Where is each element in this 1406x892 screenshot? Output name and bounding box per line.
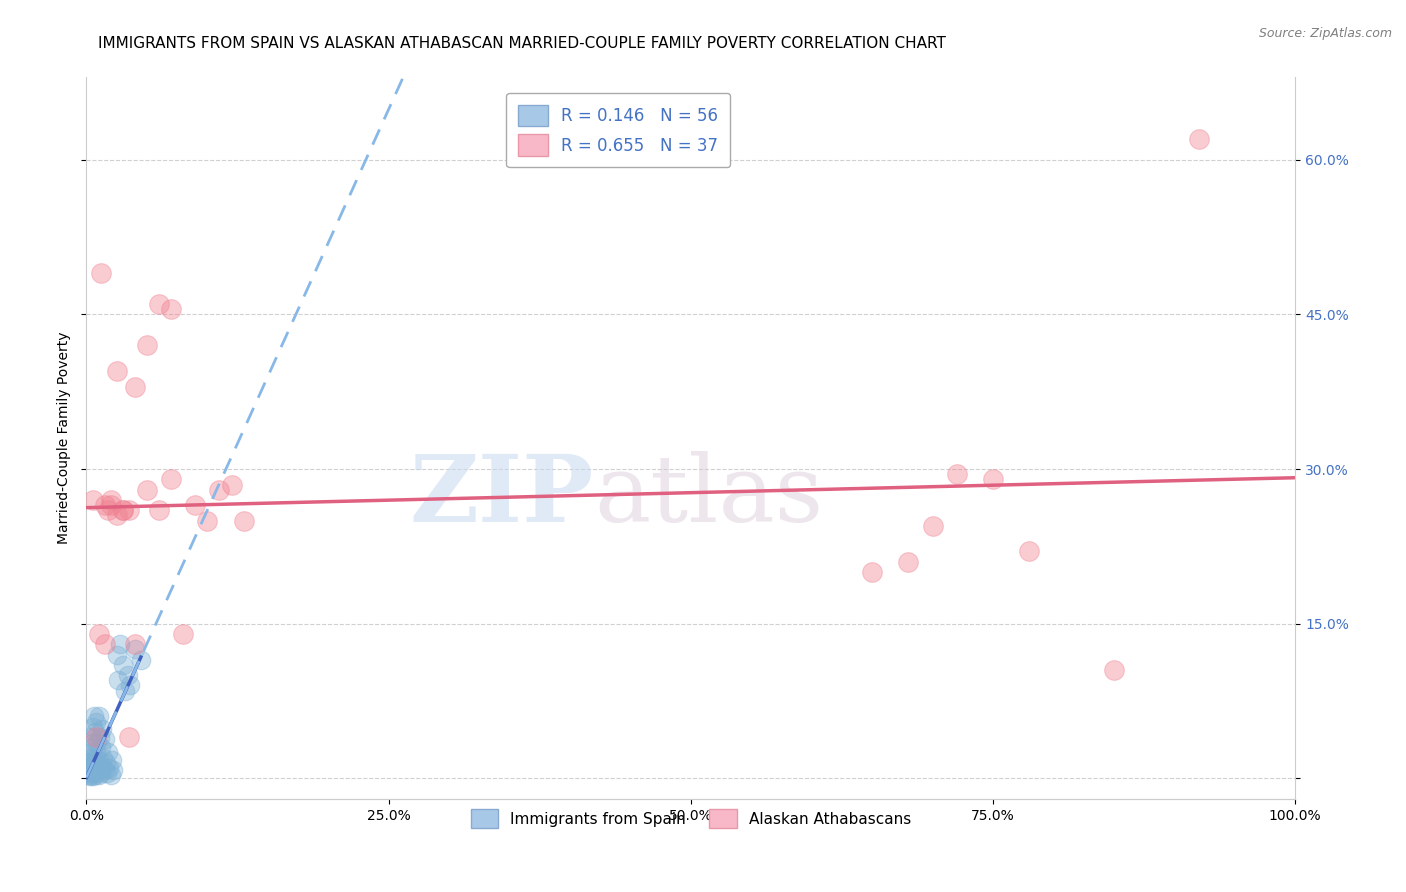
Point [91, 761, 114, 775]
Point [93, 732, 115, 747]
Point [97, 503, 120, 517]
Point [160, 302, 183, 317]
Point [93, 763, 115, 777]
Point [83, 709, 105, 723]
Point [82, 493, 104, 508]
Point [160, 472, 183, 486]
Point [117, 668, 139, 682]
Point [107, 673, 129, 688]
Point [118, 678, 141, 692]
Point [94, 756, 117, 770]
Point [172, 627, 194, 641]
Point [135, 483, 157, 497]
Point [111, 657, 134, 672]
Point [79, 769, 101, 783]
Point [89, 759, 111, 773]
Point [84, 750, 107, 764]
Point [98, 761, 121, 775]
Text: atlas: atlas [595, 450, 824, 541]
Point [97, 746, 120, 760]
Point [87, 709, 110, 723]
Point [83, 766, 105, 780]
Point [148, 297, 170, 311]
Point [80, 730, 103, 744]
Point [77, 766, 100, 780]
Point [105, 508, 128, 523]
Text: Source: ZipAtlas.com: Source: ZipAtlas.com [1258, 27, 1392, 40]
Point [1018, 544, 1040, 558]
Point [124, 379, 146, 393]
Y-axis label: Married-Couple Family Poverty: Married-Couple Family Poverty [58, 332, 72, 544]
Point [82, 763, 104, 777]
Point [87, 768, 110, 782]
Point [184, 498, 207, 512]
Point [76, 768, 98, 782]
Point [232, 514, 254, 528]
Point [1187, 132, 1209, 146]
Point [82, 769, 104, 783]
Point [93, 750, 115, 764]
Point [100, 493, 122, 508]
Point [83, 756, 105, 770]
Point [79, 756, 101, 770]
Point [90, 766, 112, 780]
Point [100, 768, 122, 782]
Point [129, 653, 152, 667]
Point [100, 498, 122, 512]
Point [89, 730, 111, 744]
Point [79, 761, 101, 775]
Point [221, 477, 243, 491]
Point [945, 467, 967, 482]
Point [118, 503, 141, 517]
Point [86, 735, 108, 749]
Point [84, 730, 107, 744]
Point [83, 735, 105, 749]
Point [79, 750, 101, 764]
Point [77, 763, 100, 777]
Point [80, 746, 103, 760]
Point [84, 746, 107, 760]
Point [90, 266, 112, 280]
Point [82, 753, 104, 767]
Legend: Immigrants from Spain, Alaskan Athabascans: Immigrants from Spain, Alaskan Athabasca… [464, 803, 917, 835]
Point [101, 763, 124, 777]
Point [93, 498, 115, 512]
Point [80, 768, 103, 782]
Point [148, 503, 170, 517]
Point [921, 518, 943, 533]
Point [1102, 663, 1125, 677]
Point [208, 483, 231, 497]
Point [87, 627, 110, 641]
Point [897, 555, 920, 569]
Point [84, 761, 107, 775]
Point [84, 714, 107, 729]
Point [84, 724, 107, 739]
Point [118, 730, 141, 744]
Text: IMMIGRANTS FROM SPAIN VS ALASKAN ATHABASCAN MARRIED-COUPLE FAMILY POVERTY CORREL: IMMIGRANTS FROM SPAIN VS ALASKAN ATHABAS… [98, 36, 946, 51]
Point [87, 753, 110, 767]
Point [195, 514, 218, 528]
Point [111, 503, 134, 517]
Point [114, 683, 136, 698]
Point [93, 637, 115, 651]
Point [91, 722, 114, 736]
Point [86, 763, 108, 777]
Point [124, 637, 146, 651]
Point [860, 565, 883, 579]
Point [111, 503, 134, 517]
Point [82, 740, 104, 755]
Point [105, 364, 128, 378]
Point [981, 472, 1004, 486]
Point [96, 766, 118, 780]
Point [90, 740, 112, 755]
Point [124, 642, 146, 657]
Point [101, 753, 124, 767]
Point [105, 648, 128, 662]
Point [82, 720, 104, 734]
Point [80, 759, 103, 773]
Point [84, 768, 107, 782]
Point [110, 637, 132, 651]
Text: ZIP: ZIP [411, 450, 595, 541]
Point [135, 338, 157, 352]
